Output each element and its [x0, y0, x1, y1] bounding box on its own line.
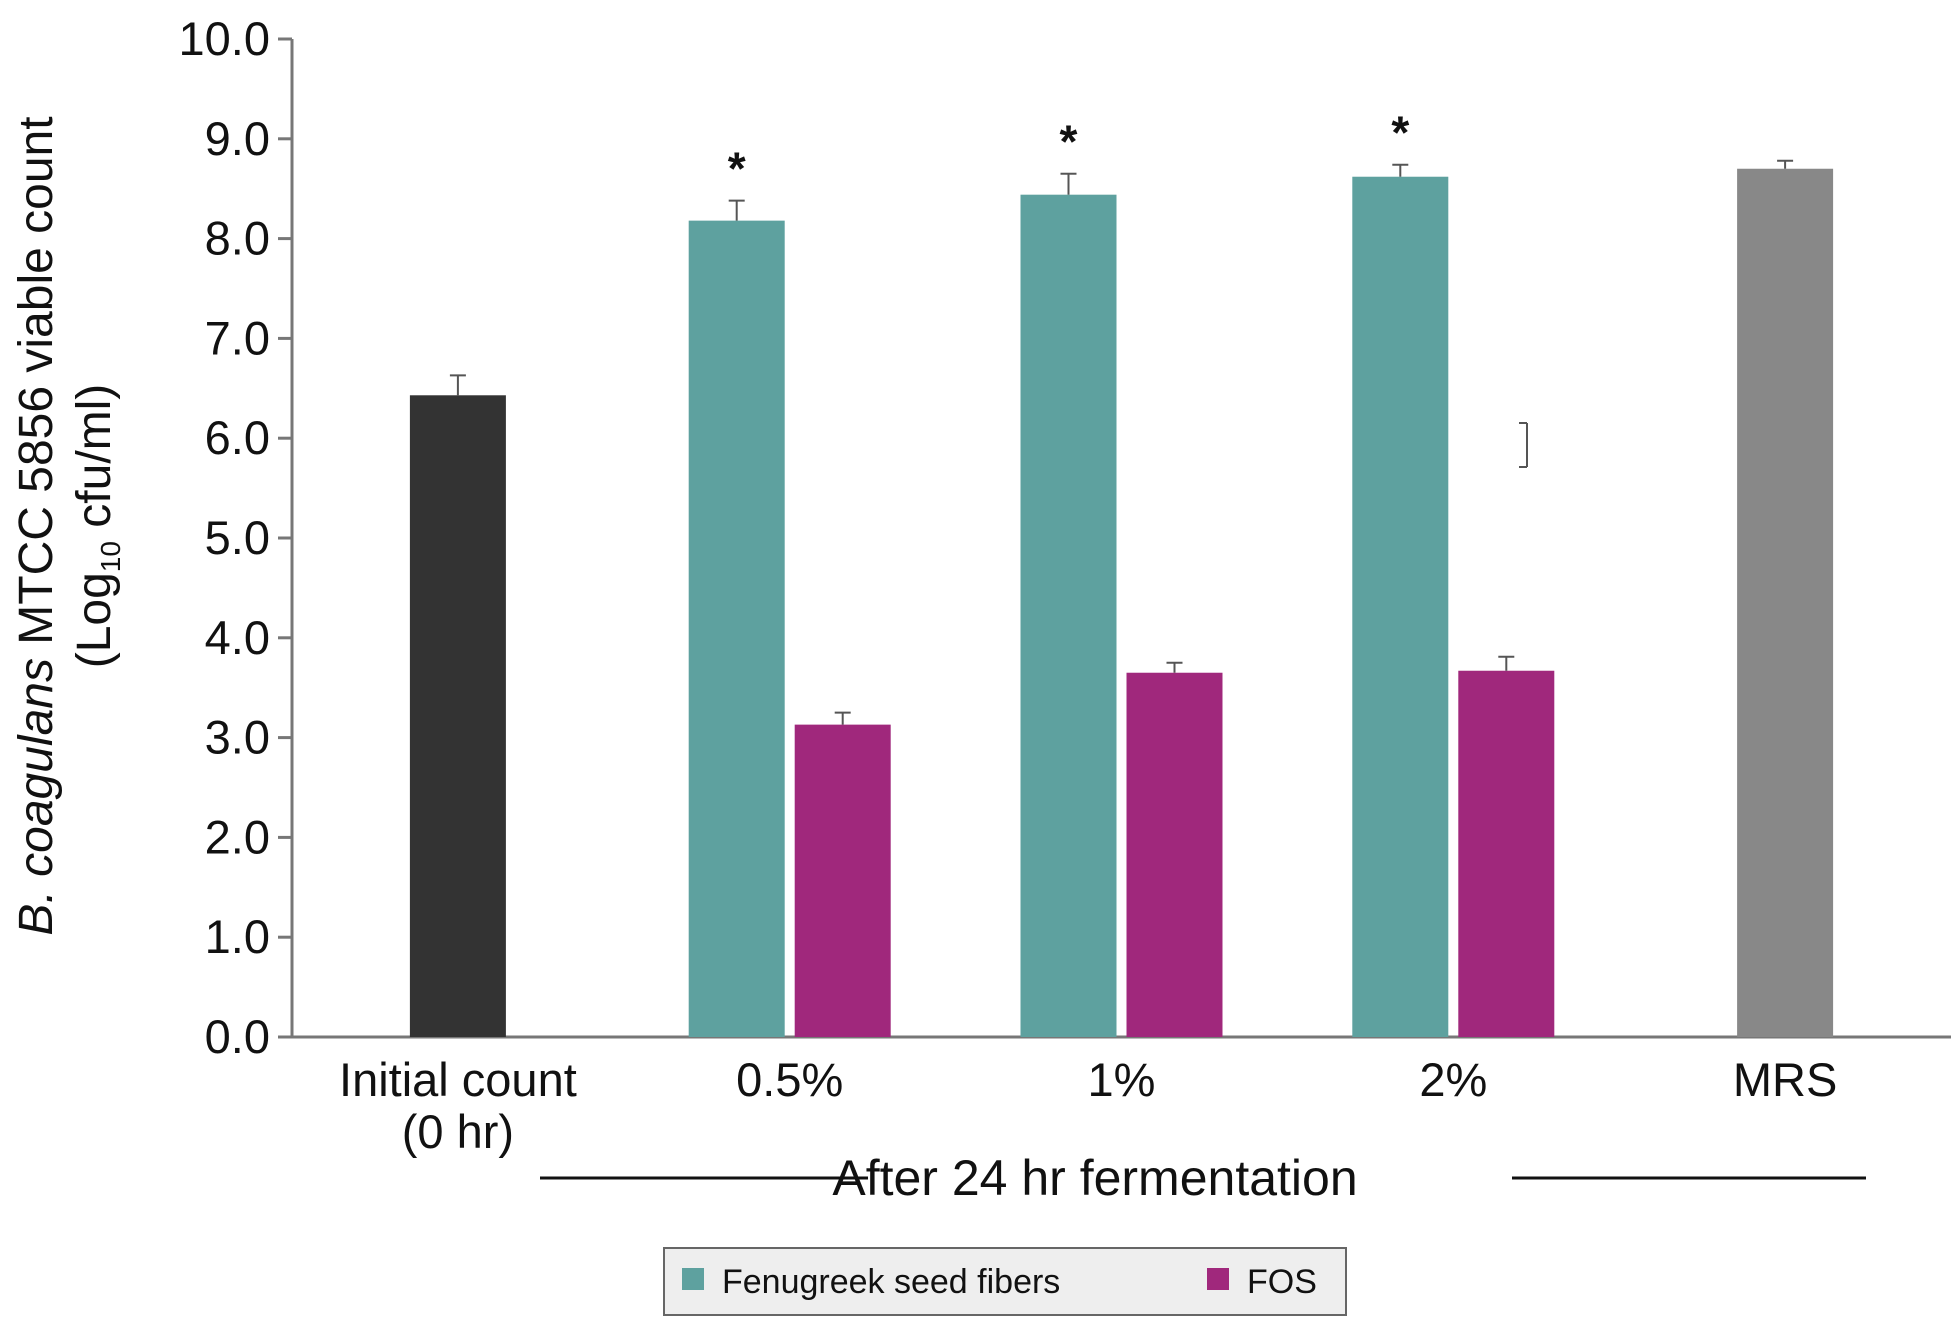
bar — [1458, 670, 1555, 1037]
y-axis-title-unit: (Log10 cfu/ml) — [68, 384, 126, 669]
y-tick-label: 9.0 — [205, 112, 270, 165]
y-tick-label: 2.0 — [205, 810, 270, 863]
x-tick-label: 2% — [1419, 1053, 1487, 1106]
legend-box — [663, 1247, 1347, 1316]
bar — [688, 220, 785, 1038]
bar — [1737, 168, 1834, 1038]
y-axis-title: B. coagulans MTCC 5856 viable count — [10, 116, 63, 935]
x-tick-label: 1% — [1088, 1053, 1156, 1106]
y-tick-label: 1.0 — [205, 910, 270, 963]
significance-star: * — [1060, 116, 1078, 168]
y-tick-label: 4.0 — [205, 611, 270, 664]
significance-star: * — [728, 143, 746, 195]
y-tick-label: 10.0 — [179, 12, 270, 65]
y-tick-label: 3.0 — [205, 711, 270, 764]
bar — [1126, 672, 1223, 1037]
bars: * * * — [409, 107, 1834, 1038]
group-caption: After 24 hr fermentation — [832, 1150, 1357, 1206]
y-tick-label: 0.0 — [205, 1010, 270, 1063]
x-tick-label: 0.5% — [736, 1053, 843, 1106]
legend-label-fenugreek: Fenugreek seed fibers — [722, 1263, 1060, 1301]
legend-swatch-fos — [1207, 1268, 1229, 1290]
x-axis: Initial count(0 hr) 0.5% 1% 2% MRS — [292, 1035, 1951, 1158]
significance-star: * — [1391, 107, 1409, 159]
y-tick-label: 5.0 — [205, 511, 270, 564]
bar — [1352, 176, 1449, 1037]
x-tick-label-line2: (0 hr) — [402, 1105, 514, 1158]
legend-label-fos: FOS — [1247, 1263, 1317, 1301]
y-axis: 0.0 1.0 2.0 3.0 4.0 5.0 6.0 7.0 8.0 9.0 10.0 — [179, 12, 294, 1063]
x-tick-label: MRS — [1733, 1053, 1837, 1106]
bar — [1020, 194, 1117, 1038]
group-bracket: After 24 hr fermentation — [540, 1150, 1866, 1206]
x-tick-label: Initial count — [339, 1053, 577, 1106]
y-tick-label: 7.0 — [205, 311, 270, 364]
y-tick-label: 6.0 — [205, 411, 270, 464]
y-tick-label: 8.0 — [205, 212, 270, 265]
legend: Fenugreek seed fibers FOS — [663, 1247, 1347, 1316]
bar — [794, 724, 891, 1037]
legend-swatch-fenugreek — [682, 1268, 704, 1290]
bar — [409, 395, 506, 1037]
